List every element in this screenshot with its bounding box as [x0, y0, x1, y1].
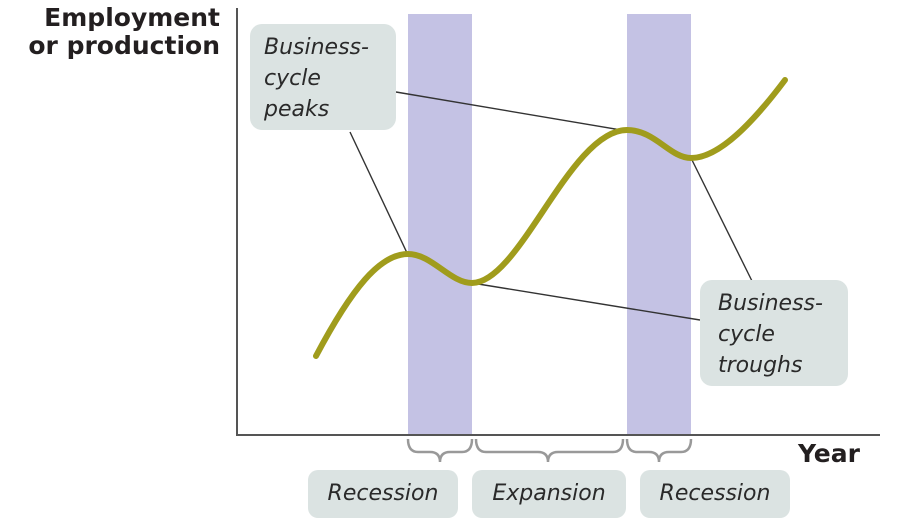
- troughs-callout-line-3: troughs: [718, 353, 803, 378]
- recession-brace-2: [625, 438, 693, 463]
- business-cycle-curve: [313, 77, 788, 359]
- peaks-callout-line-1: Business-: [264, 35, 369, 60]
- business-cycle-peaks-callout: Business- cycle peaks: [250, 24, 396, 130]
- trough-leader-line-1: [471, 282, 701, 321]
- x-axis-label: Year: [798, 439, 860, 468]
- troughs-callout-line-1: Business-: [718, 291, 823, 316]
- phase-label-recession-1: Recession: [308, 470, 458, 518]
- troughs-callout-line-2: cycle: [718, 322, 775, 347]
- recession-brace-1: [406, 438, 474, 463]
- business-cycle-troughs-callout: Business- cycle troughs: [700, 280, 848, 386]
- phase-label-recession-2: Recession: [640, 470, 790, 518]
- peaks-callout-line-2: cycle: [264, 66, 321, 91]
- y-axis-label-line-1: Employment: [44, 3, 220, 32]
- phase-label-expansion: Expansion: [472, 470, 626, 518]
- recession-band-1: [408, 14, 472, 435]
- expansion-brace: [474, 438, 625, 463]
- y-axis-label-line-2: or production: [28, 31, 220, 60]
- trough-leader-line-2: [690, 157, 753, 282]
- y-axis-label: Employment or production: [28, 4, 220, 60]
- peak-leader-line-2: [395, 91, 628, 132]
- recession-band-2: [627, 14, 691, 435]
- peak-leader-line-1: [349, 131, 409, 256]
- peaks-callout-line-3: peaks: [264, 97, 330, 122]
